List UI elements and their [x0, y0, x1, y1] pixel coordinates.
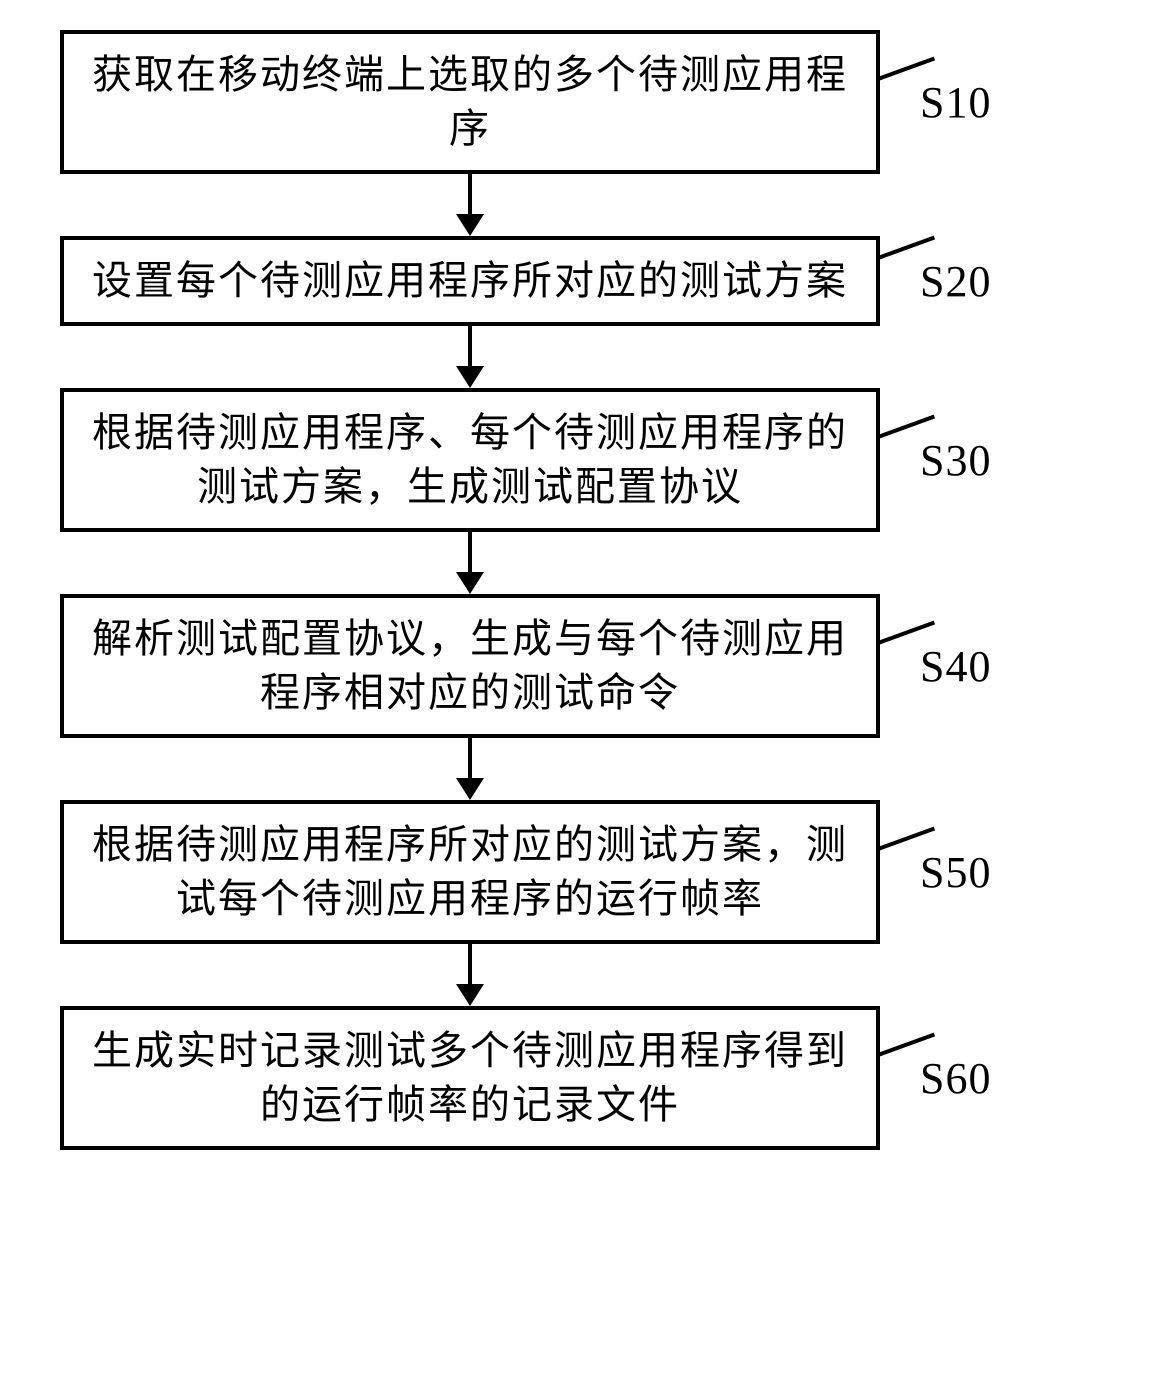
step-box-s30: 根据待测应用程序、每个待测应用程序的测试方案，生成测试配置协议	[60, 388, 880, 532]
step-text: 获取在移动终端上选取的多个待测应用程序	[92, 52, 848, 151]
arrow-down-icon	[60, 174, 880, 236]
step-row: 根据待测应用程序所对应的测试方案，测试每个待测应用程序的运行帧率 S50	[60, 800, 1100, 944]
arrow-down-icon	[60, 326, 880, 388]
arrow-head	[456, 366, 484, 388]
step-box-s60: 生成实时记录测试多个待测应用程序得到的运行帧率的记录文件	[60, 1006, 880, 1150]
step-label-s10: S10	[920, 77, 991, 128]
arrow-head	[456, 778, 484, 800]
step-box-s20: 设置每个待测应用程序所对应的测试方案	[60, 236, 880, 326]
step-text: 设置每个待测应用程序所对应的测试方案	[92, 258, 848, 303]
label-wrap: S50	[880, 847, 991, 898]
step-label-s40: S40	[920, 641, 991, 692]
flowchart-container: 获取在移动终端上选取的多个待测应用程序 S10 设置每个待测应用程序所对应的测试…	[60, 30, 1100, 1150]
step-box-s10: 获取在移动终端上选取的多个待测应用程序	[60, 30, 880, 174]
step-row: 获取在移动终端上选取的多个待测应用程序 S10	[60, 30, 1100, 174]
step-text: 根据待测应用程序所对应的测试方案，测试每个待测应用程序的运行帧率	[92, 822, 848, 921]
step-box-s40: 解析测试配置协议，生成与每个待测应用程序相对应的测试命令	[60, 594, 880, 738]
arrow-head	[456, 572, 484, 594]
label-wrap: S40	[880, 641, 991, 692]
label-wrap: S20	[880, 256, 991, 307]
step-label-s60: S60	[920, 1053, 991, 1104]
arrow-down-icon	[60, 532, 880, 594]
step-label-s50: S50	[920, 847, 991, 898]
step-label-s30: S30	[920, 435, 991, 486]
label-wrap: S60	[880, 1053, 991, 1104]
step-label-s20: S20	[920, 256, 991, 307]
step-row: 设置每个待测应用程序所对应的测试方案 S20	[60, 236, 1100, 326]
step-row: 生成实时记录测试多个待测应用程序得到的运行帧率的记录文件 S60	[60, 1006, 1100, 1150]
arrow-head	[456, 214, 484, 236]
step-text: 生成实时记录测试多个待测应用程序得到的运行帧率的记录文件	[92, 1028, 848, 1127]
step-row: 根据待测应用程序、每个待测应用程序的测试方案，生成测试配置协议 S30	[60, 388, 1100, 532]
label-wrap: S30	[880, 435, 991, 486]
step-text: 解析测试配置协议，生成与每个待测应用程序相对应的测试命令	[92, 616, 848, 715]
arrow-head	[456, 984, 484, 1006]
step-text: 根据待测应用程序、每个待测应用程序的测试方案，生成测试配置协议	[92, 410, 848, 509]
step-box-s50: 根据待测应用程序所对应的测试方案，测试每个待测应用程序的运行帧率	[60, 800, 880, 944]
arrow-down-icon	[60, 944, 880, 1006]
label-wrap: S10	[880, 77, 991, 128]
step-row: 解析测试配置协议，生成与每个待测应用程序相对应的测试命令 S40	[60, 594, 1100, 738]
arrow-down-icon	[60, 738, 880, 800]
